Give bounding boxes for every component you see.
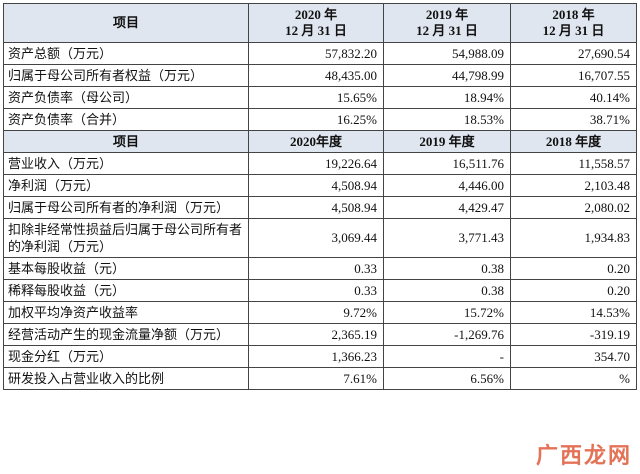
table-row: 归属于母公司所有者权益（万元） 48,435.00 44,798.99 16,7…	[3, 64, 637, 87]
cell-value: 38.71%	[510, 108, 637, 131]
table-row: 营业收入（万元） 19,226.64 16,511.76 11,558.57	[3, 152, 637, 175]
cell-value: 2,365.19	[248, 323, 384, 346]
cell-value: 54,988.09	[383, 42, 511, 65]
header-cell: 2019 年度	[383, 130, 511, 153]
header-date-2018: 2018 年 12 月 31 日	[542, 7, 605, 38]
financial-data-table: 项目 2020 年 12 月 31 日 2019 年 12 月 31 日 201…	[3, 3, 637, 390]
cell-value: 2,103.48	[510, 174, 637, 197]
cell-value: 18.94%	[383, 86, 511, 109]
header-cell: 2018 年 12 月 31 日	[510, 3, 637, 43]
cell-value: 4,508.94	[248, 196, 384, 219]
cell-value: 3,771.43	[383, 218, 511, 258]
row-label: 净利润（万元）	[3, 174, 249, 197]
row-label: 经营活动产生的现金流量净额（万元）	[3, 323, 249, 346]
table-row: 研发投入占营业收入的比例 7.61% 6.56% %	[3, 367, 637, 390]
table-row: 扣除非经常性损益后归属于母公司所有者的净利润（万元） 3,069.44 3,77…	[3, 218, 637, 258]
cell-value: 16,511.76	[383, 152, 511, 175]
cell-value: 1,934.83	[510, 218, 637, 258]
cell-value: 44,798.99	[383, 64, 511, 87]
cell-value: 7.61%	[248, 367, 384, 390]
cell-value: 57,832.20	[248, 42, 384, 65]
table-row: 稀释每股收益（元） 0.33 0.38 0.20	[3, 279, 637, 302]
watermark-logo: 广西龙网	[535, 444, 632, 469]
cell-value: 2,080.02	[510, 196, 637, 219]
cell-value: 6.56%	[383, 367, 511, 390]
row-label: 营业收入（万元）	[3, 152, 249, 175]
cell-value: 4,446.00	[383, 174, 511, 197]
header-cell: 项目	[3, 3, 249, 43]
table-row: 资产负债率（合并） 16.25% 18.53% 38.71%	[3, 108, 637, 131]
header-cell: 2020年度	[248, 130, 384, 153]
header-cell: 2019 年 12 月 31 日	[383, 3, 511, 43]
table-row: 加权平均净资产收益率 9.72% 15.72% 14.53%	[3, 301, 637, 324]
table-row: 资产负债率（母公司） 15.65% 18.94% 40.14%	[3, 86, 637, 109]
row-label: 现金分红（万元）	[3, 345, 249, 368]
table-header-row-years: 项目 2020年度 2019 年度 2018 年度	[3, 130, 637, 153]
cell-value: 1,366.23	[248, 345, 384, 368]
cell-value: 15.65%	[248, 86, 384, 109]
cell-value: -	[383, 345, 511, 368]
cell-value: -1,269.76	[383, 323, 511, 346]
cell-value: 40.14%	[510, 86, 637, 109]
table-row: 归属于母公司所有者的净利润（万元） 4,508.94 4,429.47 2,08…	[3, 196, 637, 219]
row-label: 研发投入占营业收入的比例	[3, 367, 249, 390]
row-label: 资产负债率（母公司）	[3, 86, 249, 109]
cell-value: 11,558.57	[510, 152, 637, 175]
row-label: 归属于母公司所有者权益（万元）	[3, 64, 249, 87]
cell-value: 0.38	[383, 257, 511, 280]
table-row: 现金分红（万元） 1,366.23 - 354.70	[3, 345, 637, 368]
cell-value: 0.38	[383, 279, 511, 302]
table-row: 经营活动产生的现金流量净额（万元） 2,365.19 -1,269.76 -31…	[3, 323, 637, 346]
cell-value: 0.20	[510, 257, 637, 280]
cell-value: 9.72%	[248, 301, 384, 324]
row-label: 稀释每股收益（元）	[3, 279, 249, 302]
cell-value: -319.19	[510, 323, 637, 346]
header-cell: 项目	[3, 130, 249, 153]
cell-value: 0.33	[248, 257, 384, 280]
table-header-row-dates: 项目 2020 年 12 月 31 日 2019 年 12 月 31 日 201…	[3, 3, 637, 43]
table-row: 净利润（万元） 4,508.94 4,446.00 2,103.48	[3, 174, 637, 197]
table-row: 基本每股收益（元） 0.33 0.38 0.20	[3, 257, 637, 280]
row-label: 资产总额（万元）	[3, 42, 249, 65]
row-label: 基本每股收益（元）	[3, 257, 249, 280]
header-cell: 2020 年 12 月 31 日	[248, 3, 384, 43]
cell-value: 354.70	[510, 345, 637, 368]
cell-value: 3,069.44	[248, 218, 384, 258]
cell-value: 14.53%	[510, 301, 637, 324]
cell-value: 15.72%	[383, 301, 511, 324]
row-label: 归属于母公司所有者的净利润（万元）	[3, 196, 249, 219]
cell-value: 0.33	[248, 279, 384, 302]
cell-value: 4,429.47	[383, 196, 511, 219]
cell-value: 16.25%	[248, 108, 384, 131]
cell-value: 27,690.54	[510, 42, 637, 65]
row-label: 加权平均净资产收益率	[3, 301, 249, 324]
header-cell: 2018 年度	[510, 130, 637, 153]
header-date-2020: 2020 年 12 月 31 日	[285, 7, 347, 38]
cell-value: 4,508.94	[248, 174, 384, 197]
cell-value: 19,226.64	[248, 152, 384, 175]
cell-value: %	[510, 367, 637, 390]
row-label: 资产负债率（合并）	[3, 108, 249, 131]
header-date-2019: 2019 年 12 月 31 日	[416, 7, 478, 38]
cell-value: 18.53%	[383, 108, 511, 131]
row-label: 扣除非经常性损益后归属于母公司所有者的净利润（万元）	[3, 218, 249, 258]
table-row: 资产总额（万元） 57,832.20 54,988.09 27,690.54	[3, 42, 637, 65]
cell-value: 0.20	[510, 279, 637, 302]
cell-value: 16,707.55	[510, 64, 637, 87]
cell-value: 48,435.00	[248, 64, 384, 87]
